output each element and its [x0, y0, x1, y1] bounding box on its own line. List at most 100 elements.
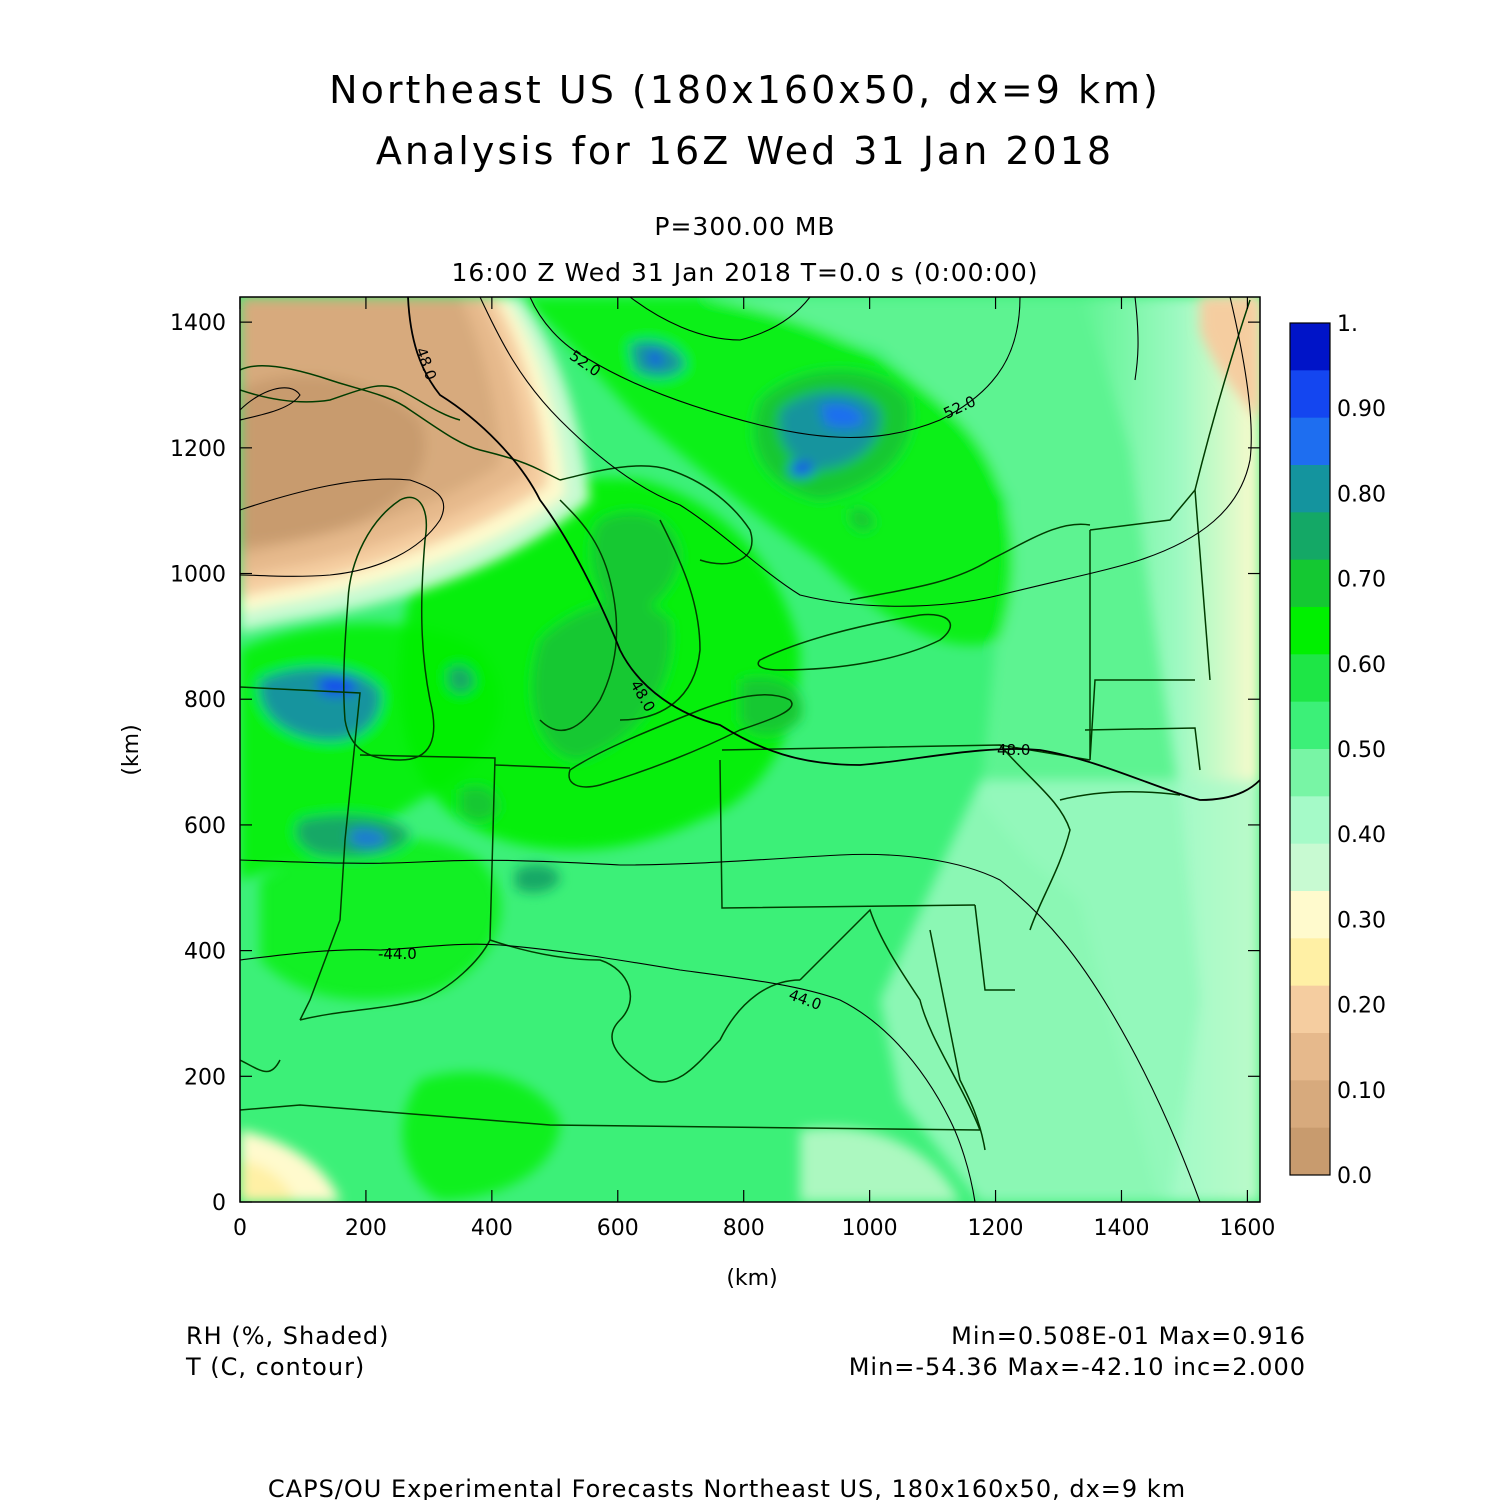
valid-time: 16:00 Z Wed 31 Jan 2018 T=0.0 s (0:00:00…	[451, 258, 1038, 287]
colorbar-swatch	[1290, 891, 1330, 939]
contour-46	[240, 853, 1201, 1202]
new-hampshire	[1089, 488, 1211, 681]
lake-huron-north	[559, 465, 753, 565]
colorbar-swatch	[1290, 749, 1330, 797]
lake-michigan	[343, 496, 435, 761]
contour-ne	[1134, 297, 1139, 381]
colorbar-swatch	[1290, 465, 1330, 513]
kentucky-tennessee-border	[240, 1104, 981, 1131]
x-tick-label: 0	[233, 1216, 247, 1241]
y-tick-label: 400	[184, 940, 226, 965]
x-tick-label: 600	[597, 1216, 639, 1241]
y-tick-label: 1200	[170, 437, 226, 462]
contour-50-west	[240, 478, 445, 577]
colorbar-frame	[1289, 322, 1331, 1176]
contour-44	[240, 943, 976, 1202]
colorbar-label: 0.80	[1337, 482, 1386, 507]
y-tick-label: 800	[184, 688, 226, 713]
long-island	[1059, 790, 1181, 801]
delaware	[974, 904, 1015, 991]
colorbar-swatch	[1290, 417, 1330, 466]
vermont-ma-border	[1089, 530, 1195, 761]
y-tick-label: 1000	[170, 563, 226, 588]
footer-credit: CAPS/OU Experimental Forecasts Northeast…	[268, 1475, 1186, 1500]
colorbar-label: 0.10	[1337, 1079, 1386, 1104]
temperature-contours	[240, 297, 1260, 1202]
colorbar-swatch	[1290, 938, 1330, 987]
x-tick-label: 200	[345, 1216, 387, 1241]
colorbar-label: 0.60	[1337, 653, 1386, 678]
lake-erie	[568, 694, 793, 788]
x-tick-label: 1600	[1219, 1216, 1275, 1241]
x-tick-label: 1200	[968, 1216, 1024, 1241]
colorbar-swatch	[1290, 985, 1330, 1034]
michigan-thumb	[619, 519, 701, 721]
x-tick-label: 1000	[842, 1216, 898, 1241]
pennsylvania-border	[719, 759, 976, 909]
colorbar-label: 0.90	[1337, 397, 1386, 422]
colorbar-swatch	[1290, 370, 1330, 419]
colorbar-swatch	[1290, 1033, 1330, 1081]
y-tick-label: 200	[184, 1065, 226, 1090]
colorbar-label: 0.0	[1337, 1164, 1372, 1189]
st-lawrence	[849, 523, 1091, 601]
plot-frame	[239, 296, 1261, 1203]
ohio-river-west	[299, 939, 491, 1021]
connecticut-border	[1084, 727, 1201, 771]
ohio-north-border	[494, 764, 571, 769]
southwest-edge	[240, 1059, 281, 1073]
colorbar: 1. 0.90 0.80 0.70 0.60 0.50 0.40 0.30 0.20 0.10 0.…	[1289, 312, 1386, 1189]
colorbar-swatch	[1290, 607, 1330, 655]
y-tick-label: 1400	[170, 311, 226, 336]
y-axis-label: (km)	[119, 724, 144, 775]
indiana-ohio-border	[359, 754, 496, 941]
chesapeake-bay	[929, 929, 986, 1151]
pressure-level: P=300.00 MB	[654, 212, 835, 241]
contour-label-m44: -44.0	[378, 945, 417, 963]
contour-54	[629, 297, 811, 341]
contour-50-nw	[240, 387, 301, 421]
legend-field-t: T (C, contour)	[185, 1353, 365, 1381]
colorbar-label: 0.50	[1337, 738, 1386, 763]
x-tick-label: 800	[723, 1216, 765, 1241]
colorbar-label: 1.	[1337, 312, 1358, 337]
colorbar-swatch	[1290, 654, 1330, 703]
colorbar-swatch	[1290, 559, 1330, 608]
colorbar-swatch	[1290, 796, 1330, 845]
colorbar-swatch	[1290, 512, 1330, 561]
ohio-river-wv	[489, 939, 801, 1083]
colorbar-label: 0.30	[1337, 908, 1386, 933]
contour-52	[529, 297, 1021, 439]
legend-range-t: Min=-54.36 Max=-42.10 inc=2.000	[849, 1353, 1306, 1381]
contour-label-48-c: 48.0	[997, 741, 1030, 759]
new-jersey	[999, 744, 1071, 931]
legend-range-rh: Min=0.508E-01 Max=0.916	[951, 1322, 1306, 1350]
title-line-1: Northeast US (180x160x50, dx=9 km)	[329, 68, 1161, 112]
lake-superior-north-shore	[240, 385, 461, 421]
colorbar-swatch	[1290, 843, 1330, 892]
colorbar-swatch	[1290, 701, 1330, 750]
y-tick-label: 0	[212, 1191, 226, 1216]
colorbar-label: 0.70	[1337, 568, 1386, 593]
virginia-border	[799, 908, 981, 1131]
maine-coast	[1194, 299, 1251, 491]
x-axis-label: (km)	[726, 1266, 777, 1291]
y-tick-label: 600	[184, 814, 226, 839]
illinois-indiana-border	[240, 686, 361, 1021]
lake-ontario	[757, 613, 952, 671]
legend-field-rh: RH (%, Shaded)	[186, 1322, 390, 1350]
colorbar-swatch	[1290, 323, 1330, 371]
lake-superior-south-shore	[240, 365, 561, 481]
colorbar-swatch	[1290, 1080, 1330, 1129]
title-line-2: Analysis for 16Z Wed 31 Jan 2018	[376, 129, 1114, 173]
colorbar-label: 0.40	[1337, 823, 1386, 848]
y-axis: 0 200 400 600 800 1000 1200 1400	[170, 311, 1260, 1216]
x-tick-label: 1400	[1093, 1216, 1149, 1241]
contour-48	[407, 297, 1260, 801]
colorbar-label: 0.20	[1337, 994, 1386, 1019]
x-axis: 0 200 400 600 800 1000 1200 1400 1600	[233, 297, 1275, 1241]
x-tick-label: 400	[471, 1216, 513, 1241]
contour-50-inner	[479, 297, 1252, 607]
colorbar-swatch	[1290, 1127, 1330, 1176]
